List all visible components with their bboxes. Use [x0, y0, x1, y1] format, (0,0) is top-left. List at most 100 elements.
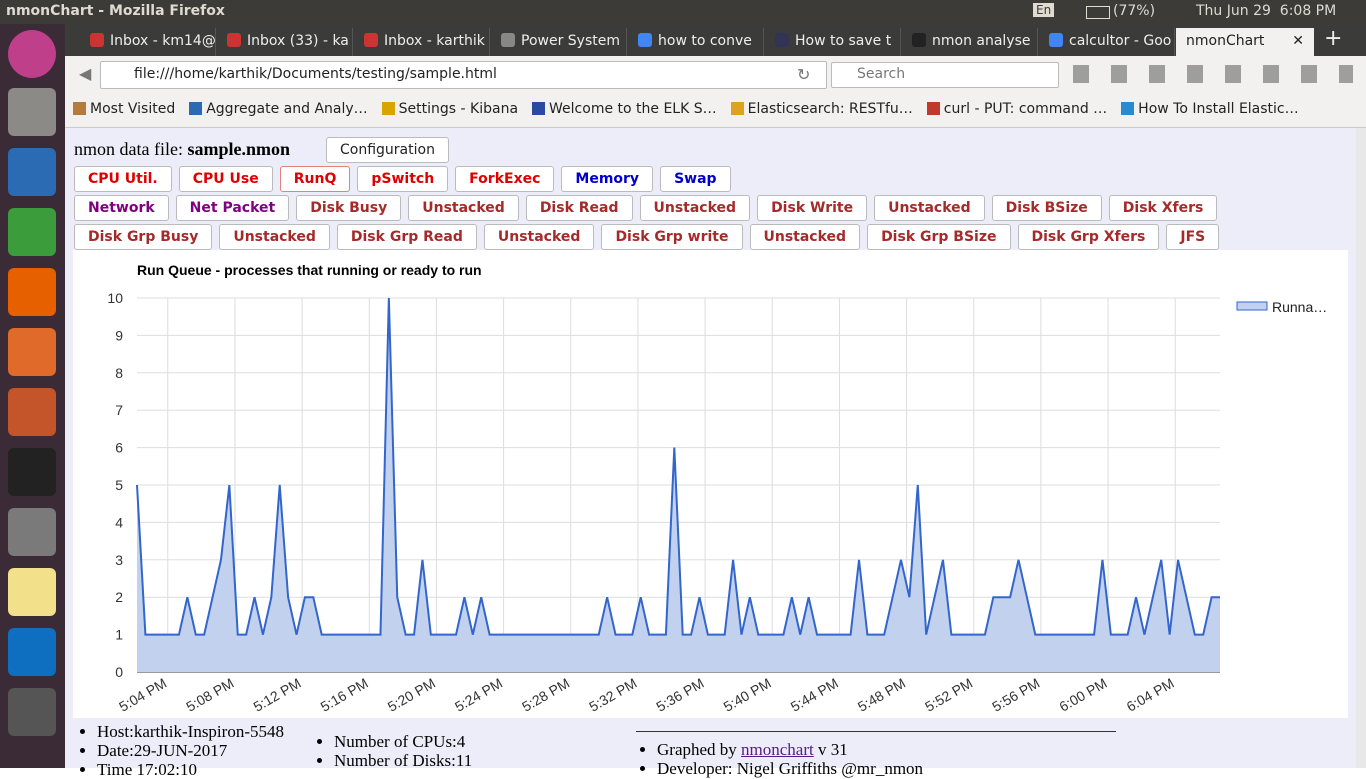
launcher-icon[interactable]	[8, 88, 56, 136]
search-placeholder: Search	[857, 66, 906, 82]
nav-bar: ◀ file:///home/karthik/Documents/testing…	[65, 56, 1366, 92]
nav-button[interactable]: Network	[74, 195, 169, 221]
button-row: CPU Util. CPU Use RunQ pSwitch ForkExec Memor…	[74, 166, 738, 192]
battery-icon[interactable]	[1086, 6, 1110, 19]
bookmark[interactable]: Welcome to the ELK S…	[532, 101, 717, 117]
tab-icon	[227, 33, 241, 47]
nav-button[interactable]: Disk Write	[757, 195, 868, 221]
bookmark-icon	[73, 102, 86, 115]
nav-button[interactable]: Unstacked	[639, 195, 751, 221]
tab[interactable]: nmon analyse	[902, 28, 1038, 56]
nav-button[interactable]: Disk Busy	[296, 195, 402, 221]
nav-button[interactable]: Swap	[660, 166, 731, 192]
launcher-icon[interactable]	[8, 148, 56, 196]
scrollbar[interactable]	[1356, 128, 1366, 768]
launcher-icon[interactable]	[8, 448, 56, 496]
new-tab[interactable]: +	[1324, 26, 1343, 51]
nav-button[interactable]: Unstacked	[874, 195, 985, 221]
legend-label: Runna…	[1272, 299, 1327, 315]
tab-icon	[364, 33, 378, 47]
close-tab[interactable]: ✕	[1292, 33, 1304, 49]
legend-swatch	[1236, 301, 1268, 311]
nav-button[interactable]: Disk Grp Read	[336, 224, 477, 250]
launcher-icon[interactable]	[8, 268, 56, 316]
nav-button[interactable]: Memory	[561, 166, 654, 192]
nav-button[interactable]: Net Packet	[175, 195, 290, 221]
chart-title: Run Queue - processes that running or re…	[137, 262, 482, 278]
active-tab[interactable]: nmonChart ✕	[1176, 28, 1314, 56]
bookmark-label: How To Install Elastic…	[1138, 101, 1299, 117]
footer-item: Number of CPUs:4	[334, 732, 472, 751]
nav-button[interactable]: Disk BSize	[991, 195, 1102, 221]
tab[interactable]: How to save t	[765, 28, 901, 56]
reload[interactable]: ↻	[797, 65, 811, 84]
launcher-icon[interactable]	[8, 568, 56, 616]
launcher-icon[interactable]	[8, 628, 56, 676]
nav-button[interactable]: JFS	[1166, 224, 1220, 250]
nav-button[interactable]: ForkExec	[455, 166, 555, 192]
bookmark-icon	[532, 102, 546, 115]
bookmark-label: Aggregate and Analy…	[206, 101, 368, 117]
bookmark[interactable]: Aggregate and Analy…	[189, 101, 368, 117]
y-tick-label: 2	[115, 589, 123, 605]
developer: Developer: Nigel Griffiths @mr_nmon	[657, 759, 923, 778]
tab-title: Power System	[521, 33, 620, 49]
nav-button[interactable]: Disk Grp write	[601, 224, 743, 250]
graphed-by: Graphed by nmonchart v 31	[657, 740, 923, 759]
bookmark[interactable]: How To Install Elastic…	[1121, 101, 1299, 117]
nav-button[interactable]: Disk Grp BSize	[867, 224, 1011, 250]
battery[interactable]: (77%)	[1113, 3, 1156, 19]
footer-col3: Graphed by nmonchart v 31 Developer: Nig…	[633, 740, 923, 778]
clock[interactable]: Thu Jun 29 6:08 PM	[1196, 3, 1337, 19]
toolbar-icons[interactable]	[1073, 65, 1353, 83]
nav-button[interactable]: CPU Util.	[74, 166, 172, 192]
tab-title: nmonChart	[1186, 33, 1265, 49]
search-box[interactable]: Search	[831, 62, 1059, 88]
launcher-icon[interactable]	[8, 388, 56, 436]
launcher-icon[interactable]	[8, 208, 56, 256]
nav-button[interactable]: CPU Use	[178, 166, 273, 192]
tab[interactable]: how to conve	[628, 28, 764, 56]
tab[interactable]: Inbox - karthik	[354, 28, 490, 56]
config-button[interactable]: Configuration	[326, 137, 449, 163]
bookmark[interactable]: Most Visited	[73, 101, 175, 117]
launcher-icon[interactable]	[8, 688, 56, 736]
page-content: nmon data file: sample.nmon Configuratio…	[65, 128, 1356, 779]
bookmark[interactable]: Settings - Kibana	[381, 101, 518, 117]
launcher-icon[interactable]	[8, 328, 56, 376]
launcher-icon[interactable]	[8, 30, 56, 78]
nav-button[interactable]: Unstacked	[408, 195, 519, 221]
launcher-icon[interactable]	[8, 508, 56, 556]
bookmark-icon	[926, 102, 940, 115]
keyboard-indicator[interactable]: En	[1033, 3, 1055, 17]
nav-button[interactable]: Disk Grp Xfers	[1017, 224, 1160, 250]
bookmark[interactable]: Elasticsearch: RESTfu…	[730, 101, 913, 117]
bookmark[interactable]: curl - PUT: command …	[926, 101, 1107, 117]
tab[interactable]: Inbox - km14@	[80, 28, 216, 56]
nmonchart-link[interactable]: nmonchart	[741, 740, 814, 759]
tab-title: Inbox (33) - ka	[247, 33, 349, 49]
tab-icon	[775, 33, 789, 47]
y-tick-label: 3	[115, 552, 123, 568]
tab[interactable]: Inbox (33) - ka	[217, 28, 353, 56]
nav-button[interactable]: Unstacked	[219, 224, 330, 250]
bookmark-icon	[730, 102, 744, 115]
tab[interactable]: Power System	[491, 28, 627, 56]
nav-button[interactable]: pSwitch	[357, 166, 449, 192]
file-label: nmon data file:	[74, 139, 183, 159]
nav-button[interactable]: Disk Read	[525, 195, 633, 221]
y-tick-label: 9	[115, 327, 123, 343]
back-button[interactable]: ◀	[79, 64, 92, 83]
footer-item: Date:29-JUN-2017	[97, 741, 284, 760]
tab[interactable]: calcultor - Goo	[1039, 28, 1175, 56]
nav-button[interactable]: RunQ	[279, 166, 351, 192]
tab-title: Inbox - karthik	[384, 33, 485, 49]
tab-icon	[638, 33, 652, 47]
nav-button[interactable]: Disk Xfers	[1108, 195, 1218, 221]
tab-title: How to save t	[795, 33, 892, 49]
nav-button[interactable]: Unstacked	[483, 224, 595, 250]
url-bar[interactable]: file:///home/karthik/Documents/testing/s…	[100, 61, 827, 89]
nav-button[interactable]: Unstacked	[749, 224, 861, 250]
nav-button[interactable]: Disk Grp Busy	[74, 224, 213, 250]
